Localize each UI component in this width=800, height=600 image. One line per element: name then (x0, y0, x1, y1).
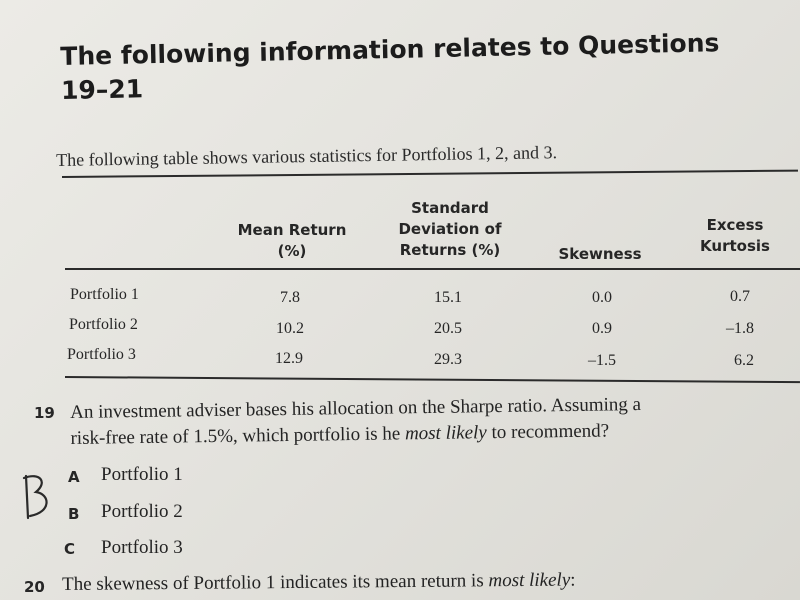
table-top-rule (62, 169, 798, 178)
header-skewness: Skewness (558, 245, 642, 263)
handwritten-answer-mark (18, 472, 58, 527)
row-2-skew: 0.9 (592, 320, 612, 337)
question-19-line-2: risk-free rate of 1.5%, which portfolio … (70, 420, 610, 449)
row-3-std: 29.3 (434, 351, 462, 368)
row-2-name: Portfolio 2 (69, 316, 138, 333)
row-2-std: 20.5 (434, 320, 462, 337)
table-bottom-rule (64, 376, 800, 384)
row-1-std: 15.1 (434, 289, 462, 306)
handwritten-b-icon (22, 474, 48, 520)
row-1-kurt: 0.7 (730, 288, 750, 305)
question-20-text: The skewness of Portfolio 1 indicates it… (62, 569, 576, 595)
row-1-skew: 0.0 (592, 289, 612, 306)
row-2-kurt: –1.8 (726, 320, 754, 337)
header-mean-return: Mean Return (%) (237, 221, 347, 260)
row-2-mean: 10.2 (276, 320, 304, 337)
question-19-line-1: An investment adviser bases his allocati… (70, 394, 642, 423)
row-1-name: Portfolio 1 (70, 286, 139, 303)
row-3-mean: 12.9 (275, 350, 303, 367)
option-a-text: Portfolio 1 (101, 464, 183, 485)
row-1-mean: 7.8 (280, 289, 300, 306)
question-19-number: 19 (34, 404, 55, 422)
header-std-dev: Standard Deviation of Returns (%) (398, 199, 502, 259)
option-c-letter: C (64, 540, 76, 558)
row-3-name: Portfolio 3 (67, 346, 136, 363)
row-3-skew: –1.5 (588, 352, 616, 369)
table-header-rule (65, 268, 800, 270)
header-excess-kurtosis: Excess Kurtosis (700, 216, 770, 255)
option-a-letter: A (68, 468, 80, 486)
question-19-text: An investment adviser bases his allocati… (70, 394, 642, 450)
row-3-kurt: 6.2 (734, 352, 754, 369)
section-heading: The following information relates to Que… (60, 25, 781, 108)
option-b-text: Portfolio 2 (101, 501, 183, 522)
table-intro: The following table shows various statis… (56, 142, 558, 170)
option-b-letter: B (68, 505, 80, 523)
option-c-text: Portfolio 3 (101, 537, 183, 558)
question-20-number: 20 (24, 578, 45, 596)
